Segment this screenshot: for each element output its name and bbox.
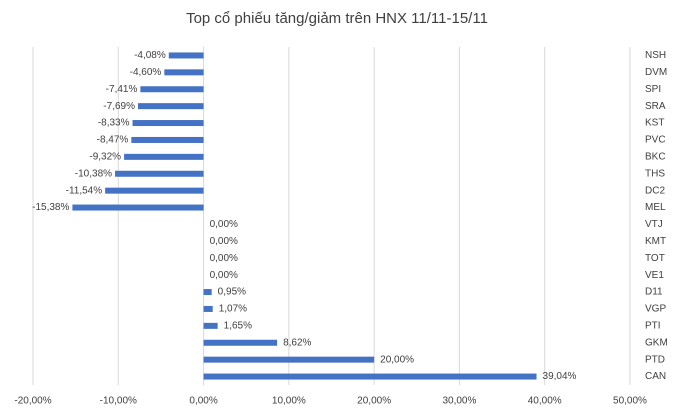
data-label: -4,08% bbox=[134, 50, 166, 61]
data-label: 1,65% bbox=[224, 320, 252, 331]
data-label: 1,07% bbox=[219, 304, 247, 315]
x-tick-label: 0,00% bbox=[189, 396, 217, 407]
y-tick-label: KMT bbox=[645, 236, 666, 247]
y-tick-label: BKC bbox=[645, 151, 666, 162]
data-label: 0,00% bbox=[210, 236, 238, 247]
data-label: -7,69% bbox=[103, 101, 135, 112]
bar bbox=[132, 120, 204, 127]
y-tick-label: PTI bbox=[645, 320, 661, 331]
bar bbox=[203, 289, 212, 296]
chart-title: Top cổ phiếu tăng/giảm trên HNX 11/11-15… bbox=[186, 10, 488, 27]
y-tick-label: PVC bbox=[645, 135, 666, 146]
bar bbox=[168, 52, 204, 59]
y-tick-label: SRA bbox=[645, 101, 666, 112]
y-tick-label: DC2 bbox=[645, 185, 665, 196]
data-label: 0,00% bbox=[210, 270, 238, 281]
y-tick-label: VTJ bbox=[645, 219, 663, 230]
bar bbox=[203, 305, 213, 312]
bar bbox=[164, 69, 204, 76]
x-tick-label: 20,00% bbox=[357, 396, 391, 407]
bar bbox=[72, 204, 204, 211]
x-tick-label: 10,00% bbox=[272, 396, 306, 407]
bar bbox=[115, 170, 204, 177]
bar bbox=[140, 86, 204, 93]
data-label: -8,33% bbox=[98, 118, 130, 129]
x-tick-label: -20,00% bbox=[14, 396, 51, 407]
y-tick-label: CAN bbox=[645, 371, 666, 382]
y-tick-label: PTD bbox=[645, 354, 665, 365]
data-label: 39,04% bbox=[543, 371, 577, 382]
data-label: 8,62% bbox=[283, 337, 311, 348]
data-label: -8,47% bbox=[97, 135, 129, 146]
bar bbox=[105, 187, 204, 194]
data-label: -7,41% bbox=[106, 84, 138, 95]
y-tick-label: NSH bbox=[645, 50, 666, 61]
y-tick-label: TOT bbox=[645, 253, 665, 264]
y-tick-label: THS bbox=[645, 168, 665, 179]
y-tick-label: SPI bbox=[645, 84, 661, 95]
bar bbox=[137, 103, 204, 110]
x-tick-label: -10,00% bbox=[100, 396, 137, 407]
y-tick-label: VE1 bbox=[645, 270, 664, 281]
data-label: 0,00% bbox=[210, 253, 238, 264]
data-label: 0,00% bbox=[210, 219, 238, 230]
y-tick-label: KST bbox=[645, 118, 664, 129]
x-tick-label: 50,00% bbox=[613, 396, 647, 407]
data-label: -11,54% bbox=[66, 185, 103, 196]
y-tick-label: MEL bbox=[645, 202, 666, 213]
data-label: 0,95% bbox=[218, 287, 246, 298]
bar bbox=[203, 339, 278, 346]
data-label: 20,00% bbox=[380, 354, 414, 365]
data-label: -10,38% bbox=[75, 168, 112, 179]
y-tick-label: GKM bbox=[645, 337, 668, 348]
bar bbox=[203, 356, 375, 363]
y-tick-label: D11 bbox=[645, 287, 663, 298]
bar bbox=[124, 153, 204, 160]
bar bbox=[131, 136, 204, 143]
data-label: -9,32% bbox=[89, 151, 121, 162]
y-tick-label: DVM bbox=[645, 67, 667, 78]
data-label: -15,38% bbox=[32, 202, 69, 213]
y-tick-label: VGP bbox=[645, 304, 666, 315]
x-tick-label: 40,00% bbox=[528, 396, 562, 407]
data-label: -4,60% bbox=[130, 67, 162, 78]
bar bbox=[203, 322, 218, 329]
bar bbox=[203, 373, 537, 380]
x-tick-label: 30,00% bbox=[442, 396, 476, 407]
